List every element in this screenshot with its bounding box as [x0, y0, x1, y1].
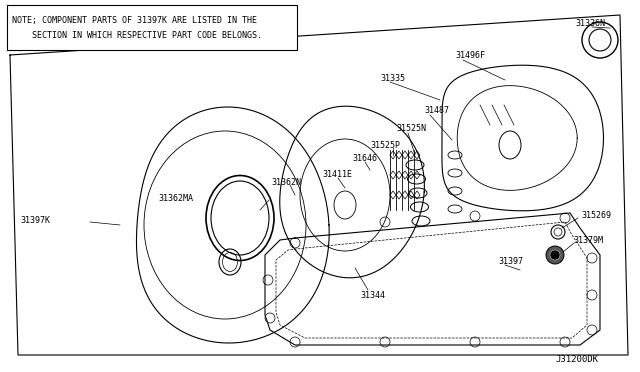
Circle shape	[550, 250, 560, 260]
Text: 31646: 31646	[352, 154, 377, 163]
Text: 31525N: 31525N	[396, 124, 426, 132]
Text: 31411E: 31411E	[322, 170, 352, 179]
Text: 31336N: 31336N	[575, 19, 605, 28]
Text: SECTION IN WHICH RESPECTIVE PART CODE BELONGS.: SECTION IN WHICH RESPECTIVE PART CODE BE…	[12, 31, 262, 39]
Text: 31362MA: 31362MA	[158, 193, 193, 202]
Text: J31200DK: J31200DK	[555, 356, 598, 365]
Circle shape	[546, 246, 564, 264]
Text: 31397: 31397	[498, 257, 523, 266]
Text: 31362N: 31362N	[271, 177, 301, 186]
Text: NOTE; COMPONENT PARTS OF 31397K ARE LISTED IN THE: NOTE; COMPONENT PARTS OF 31397K ARE LIST…	[12, 16, 257, 25]
Text: 31379M: 31379M	[573, 235, 603, 244]
Text: 31525P: 31525P	[370, 141, 400, 150]
Text: 31487: 31487	[424, 106, 449, 115]
Text: 31397K: 31397K	[20, 215, 50, 224]
Text: 31496F: 31496F	[455, 51, 485, 60]
FancyBboxPatch shape	[7, 5, 297, 50]
Text: 315269: 315269	[581, 211, 611, 219]
Text: 31335: 31335	[380, 74, 405, 83]
Text: 31344: 31344	[360, 291, 385, 299]
